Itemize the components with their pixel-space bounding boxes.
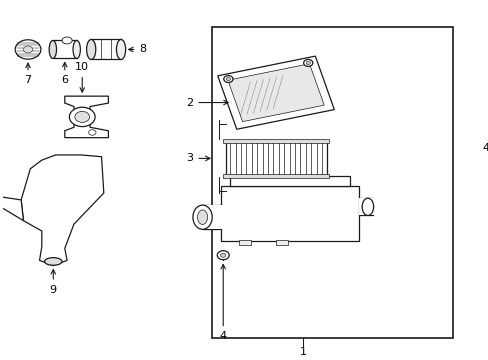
Ellipse shape [193,205,212,229]
Bar [91,40,121,59]
Ellipse shape [86,40,96,59]
Bar [53,40,77,58]
Bar [211,27,452,338]
Circle shape [226,77,230,81]
Circle shape [469,112,481,121]
Polygon shape [21,155,103,266]
Circle shape [75,111,89,122]
Circle shape [217,251,229,260]
Circle shape [305,61,310,64]
Ellipse shape [197,210,207,224]
Ellipse shape [116,40,125,59]
Ellipse shape [49,40,57,58]
Circle shape [303,59,312,66]
Circle shape [464,240,477,250]
Text: 1: 1 [299,347,306,357]
Bar [223,174,328,178]
Bar [223,139,328,143]
Text: 4: 4 [219,265,226,341]
Circle shape [467,243,473,247]
Ellipse shape [362,198,373,216]
Circle shape [470,267,484,278]
Bar [239,240,250,245]
Circle shape [464,240,477,250]
Circle shape [15,40,41,59]
Text: 3: 3 [186,153,209,163]
Text: 8: 8 [128,45,146,54]
Bar [230,176,349,186]
Text: 7: 7 [24,63,32,85]
Bar [221,186,358,242]
Text: 2: 2 [186,98,228,108]
Circle shape [220,253,225,257]
Text: 10: 10 [75,62,89,92]
Bar [202,205,227,229]
Circle shape [470,267,484,278]
Circle shape [23,46,33,53]
Polygon shape [0,197,23,221]
Polygon shape [227,64,324,122]
Text: 4: 4 [482,143,488,153]
Polygon shape [64,96,108,138]
Circle shape [467,243,473,247]
Polygon shape [217,56,334,129]
Circle shape [224,76,232,82]
Text: 9: 9 [50,270,57,294]
Circle shape [469,161,481,170]
Ellipse shape [73,40,80,58]
Polygon shape [466,245,482,273]
Circle shape [88,130,96,135]
Circle shape [474,270,480,275]
Ellipse shape [62,37,72,44]
Bar [358,198,374,216]
Ellipse shape [44,258,62,265]
Circle shape [69,107,95,127]
Circle shape [472,115,478,119]
Text: 6: 6 [61,63,68,85]
Circle shape [472,163,478,167]
Circle shape [474,270,480,275]
Bar [276,240,287,245]
Bar [225,141,326,176]
Text: 5: 5 [0,359,1,360]
